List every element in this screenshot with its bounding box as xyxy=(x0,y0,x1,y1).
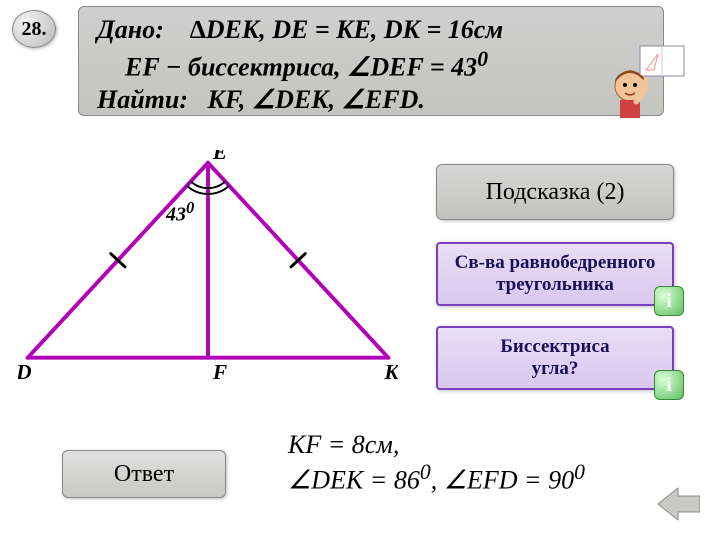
svg-text:F: F xyxy=(212,360,227,384)
angle-43-label: 430 xyxy=(166,198,194,227)
svg-text:E: E xyxy=(212,150,227,164)
triangle-diagram: D E K F 430 xyxy=(18,150,398,410)
given-line-1: ∆DEK, DE = KE, DK = 16см xyxy=(190,15,503,44)
hint-2-line-2: угла? xyxy=(444,358,666,380)
find-row: Найти: KF, ∠DEK, ∠EFD. xyxy=(97,85,645,115)
given-line-2: EF − биссектриса, ∠DEF = 43 xyxy=(125,53,477,82)
back-arrow-icon[interactable] xyxy=(658,486,700,522)
hint-card-1[interactable]: Св-ва равнобедренного треугольника i xyxy=(436,242,674,306)
svg-text:D: D xyxy=(18,360,32,384)
info-icon[interactable]: i xyxy=(654,370,684,400)
problem-number-badge: 28. xyxy=(12,10,56,48)
given-row-1: Дано: ∆DEK, DE = KE, DK = 16см xyxy=(97,15,645,45)
find-text: KF, ∠DEK, ∠EFD. xyxy=(208,85,425,114)
given-panel: Дано: ∆DEK, DE = KE, DK = 16см EF − бисс… xyxy=(78,6,664,116)
problem-number: 28. xyxy=(22,18,47,41)
answer-button[interactable]: Ответ xyxy=(62,450,226,498)
answer-line-1: KF = 8см, xyxy=(288,430,585,460)
mascot-image xyxy=(606,30,696,120)
info-icon[interactable]: i xyxy=(654,286,684,316)
answer-line-2: ∠DEK = 860, ∠EFD = 900 xyxy=(288,460,585,496)
hint-button[interactable]: Подсказка (2) xyxy=(436,164,674,220)
find-label: Найти: xyxy=(97,85,188,114)
answer-button-label: Ответ xyxy=(114,461,174,488)
given-sup: 0 xyxy=(477,47,488,71)
hint-1-line-2: треугольника xyxy=(444,274,666,296)
hint-card-2[interactable]: Биссектриса угла? i xyxy=(436,326,674,390)
svg-text:K: K xyxy=(383,360,398,384)
given-row-2: EF − биссектриса, ∠DEF = 430 xyxy=(97,47,645,83)
given-label: Дано: xyxy=(97,15,164,44)
hint-button-label: Подсказка (2) xyxy=(486,179,625,206)
hint-2-line-1: Биссектриса xyxy=(444,336,666,358)
answer-text: KF = 8см, ∠DEK = 860, ∠EFD = 900 xyxy=(288,430,585,496)
hint-1-line-1: Св-ва равнобедренного xyxy=(444,252,666,274)
